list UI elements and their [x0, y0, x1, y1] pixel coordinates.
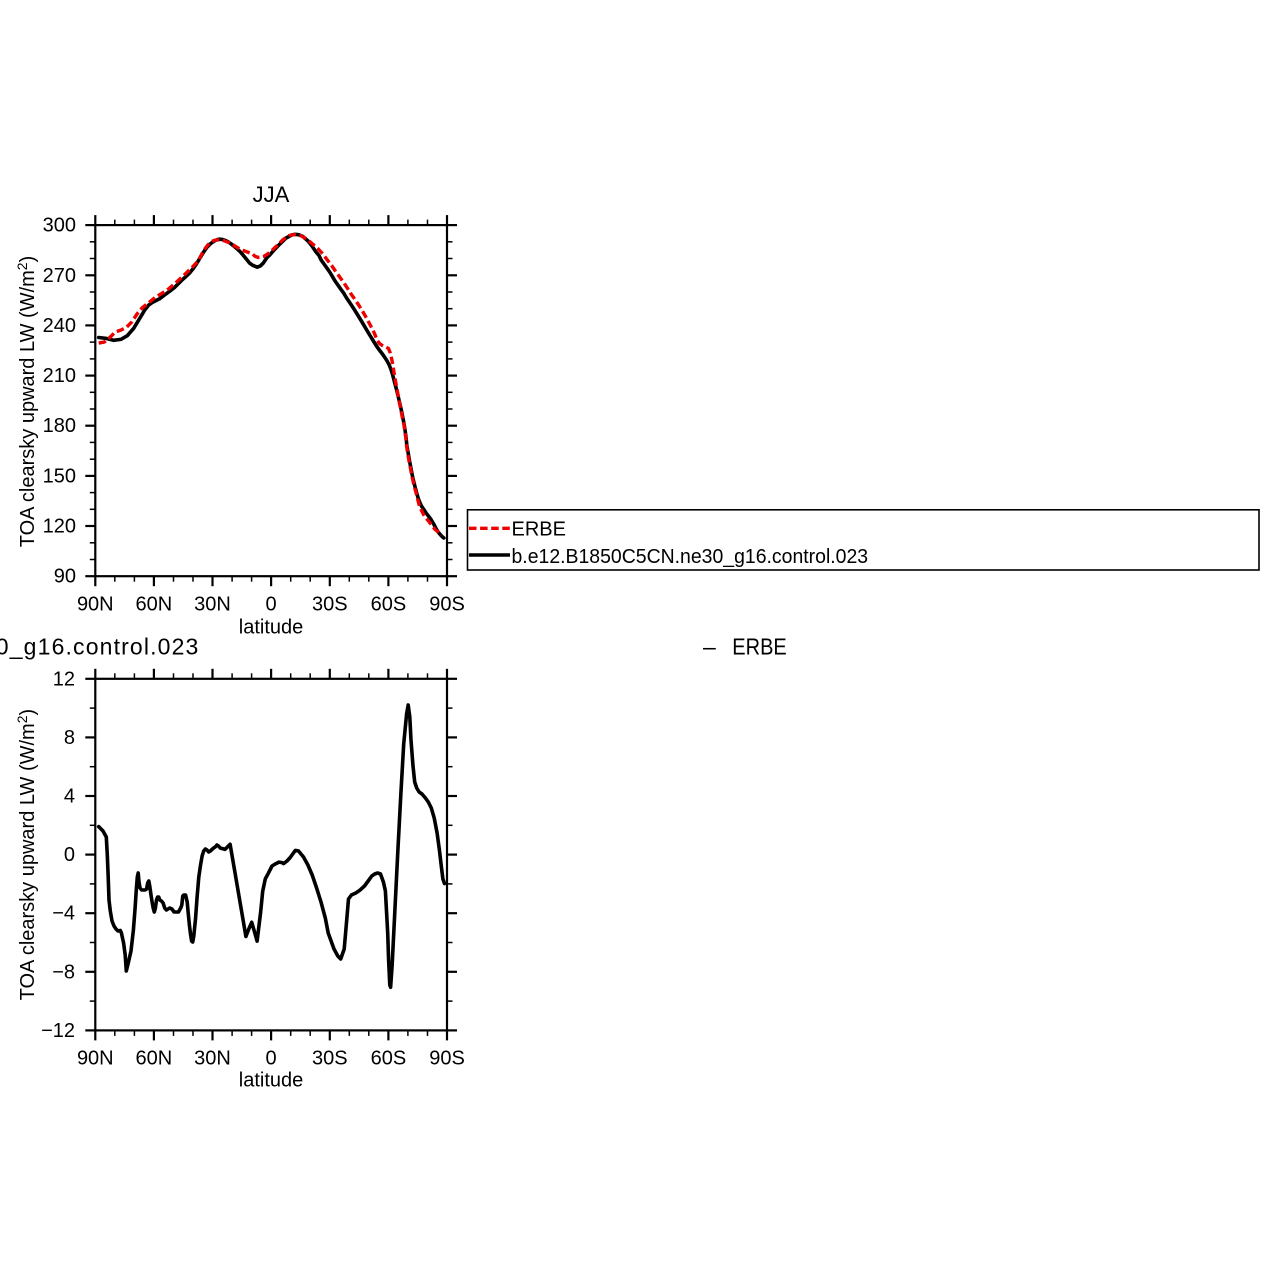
svg-text:90N: 90N — [77, 1048, 114, 1070]
svg-text:b.e12.B1850C5CN.ne30_g16.contr: b.e12.B1850C5CN.ne30_g16.control.023 — [512, 546, 869, 568]
svg-text:−12: −12 — [41, 1020, 75, 1042]
svg-text:JJA: JJA — [253, 182, 290, 207]
svg-text:120: 120 — [43, 516, 76, 538]
svg-text:90N: 90N — [77, 594, 114, 616]
svg-text:60N: 60N — [136, 1048, 173, 1070]
svg-text:latitude: latitude — [239, 617, 304, 639]
svg-text:90S: 90S — [429, 594, 465, 616]
svg-text:60N: 60N — [136, 594, 173, 616]
svg-text:240: 240 — [43, 315, 76, 337]
svg-text:0: 0 — [266, 1048, 277, 1070]
svg-text:30S: 30S — [312, 594, 348, 616]
svg-text:150: 150 — [43, 465, 76, 487]
svg-text:12: 12 — [53, 668, 75, 690]
svg-text:TOA clearsky upward LW (W/m2): TOA clearsky upward LW (W/m2) — [14, 709, 39, 1001]
svg-text:90: 90 — [54, 566, 76, 588]
svg-text:ERBE: ERBE — [732, 633, 786, 660]
svg-text:60S: 60S — [371, 594, 407, 616]
svg-text:270: 270 — [43, 265, 76, 287]
svg-text:180: 180 — [43, 415, 76, 437]
svg-text:–: – — [703, 634, 716, 660]
svg-text:latitude: latitude — [239, 1070, 304, 1092]
svg-text:b.e12.B1850C5CN.ne30_g16.contr: b.e12.B1850C5CN.ne30_g16.control.023 — [0, 634, 200, 660]
svg-text:0: 0 — [266, 594, 277, 616]
svg-text:−8: −8 — [52, 961, 75, 983]
svg-text:30S: 30S — [312, 1048, 348, 1070]
svg-text:8: 8 — [64, 727, 75, 749]
svg-text:ERBE: ERBE — [512, 518, 566, 540]
svg-text:300: 300 — [43, 215, 76, 237]
svg-text:0: 0 — [64, 844, 75, 866]
svg-text:210: 210 — [43, 365, 76, 387]
svg-text:TOA clearsky upward LW (W/m2): TOA clearsky upward LW (W/m2) — [14, 256, 39, 548]
svg-text:90S: 90S — [429, 1048, 465, 1070]
svg-text:−4: −4 — [52, 903, 75, 925]
svg-text:60S: 60S — [371, 1048, 407, 1070]
svg-text:30N: 30N — [194, 594, 231, 616]
svg-text:30N: 30N — [194, 1048, 231, 1070]
svg-text:4: 4 — [64, 786, 75, 808]
